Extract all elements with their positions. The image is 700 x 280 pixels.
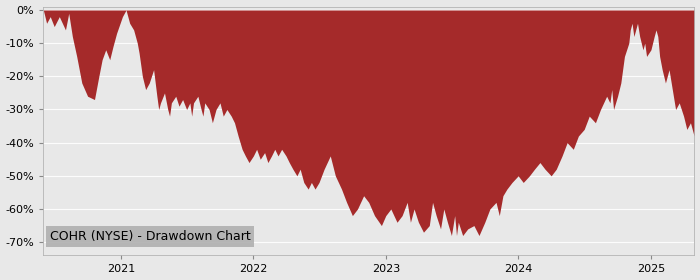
Text: COHR (NYSE) - Drawdown Chart: COHR (NYSE) - Drawdown Chart: [50, 230, 251, 243]
